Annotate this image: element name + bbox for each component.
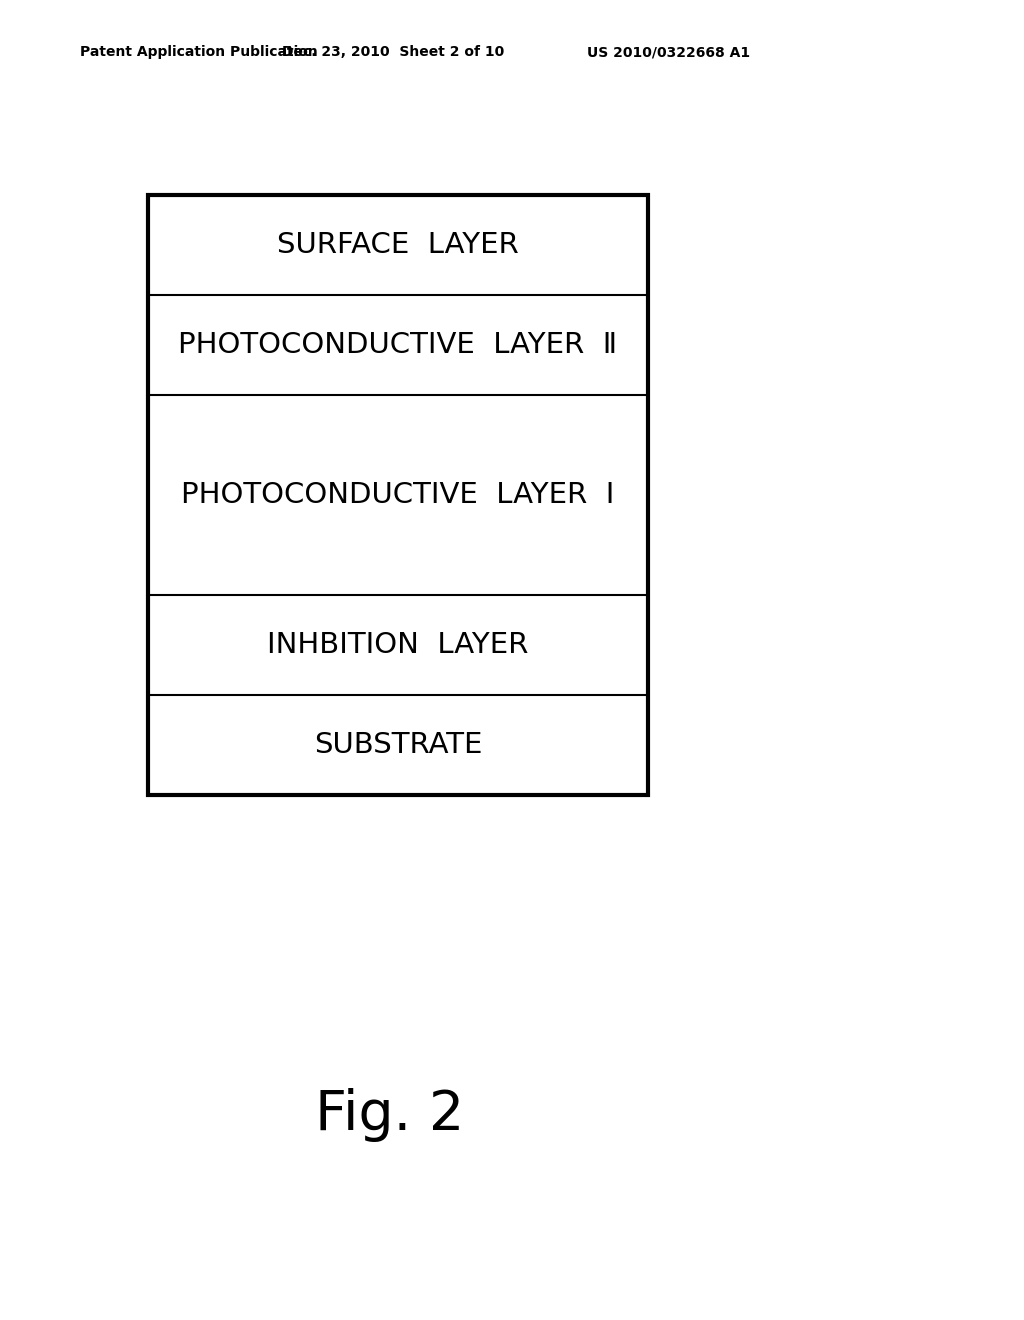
Text: Dec. 23, 2010  Sheet 2 of 10: Dec. 23, 2010 Sheet 2 of 10	[282, 45, 504, 59]
Text: INHBITION  LAYER: INHBITION LAYER	[267, 631, 528, 659]
Text: Patent Application Publication: Patent Application Publication	[80, 45, 317, 59]
Bar	[148, 195, 648, 795]
Text: SURFACE  LAYER: SURFACE LAYER	[278, 231, 519, 259]
Text: US 2010/0322668 A1: US 2010/0322668 A1	[587, 45, 750, 59]
Text: Fig. 2: Fig. 2	[315, 1088, 465, 1142]
Text: PHOTOCONDUCTIVE  LAYER  Ⅰ: PHOTOCONDUCTIVE LAYER Ⅰ	[181, 480, 614, 510]
Text: PHOTOCONDUCTIVE  LAYER  Ⅱ: PHOTOCONDUCTIVE LAYER Ⅱ	[178, 331, 617, 359]
Text: SUBSTRATE: SUBSTRATE	[313, 731, 482, 759]
